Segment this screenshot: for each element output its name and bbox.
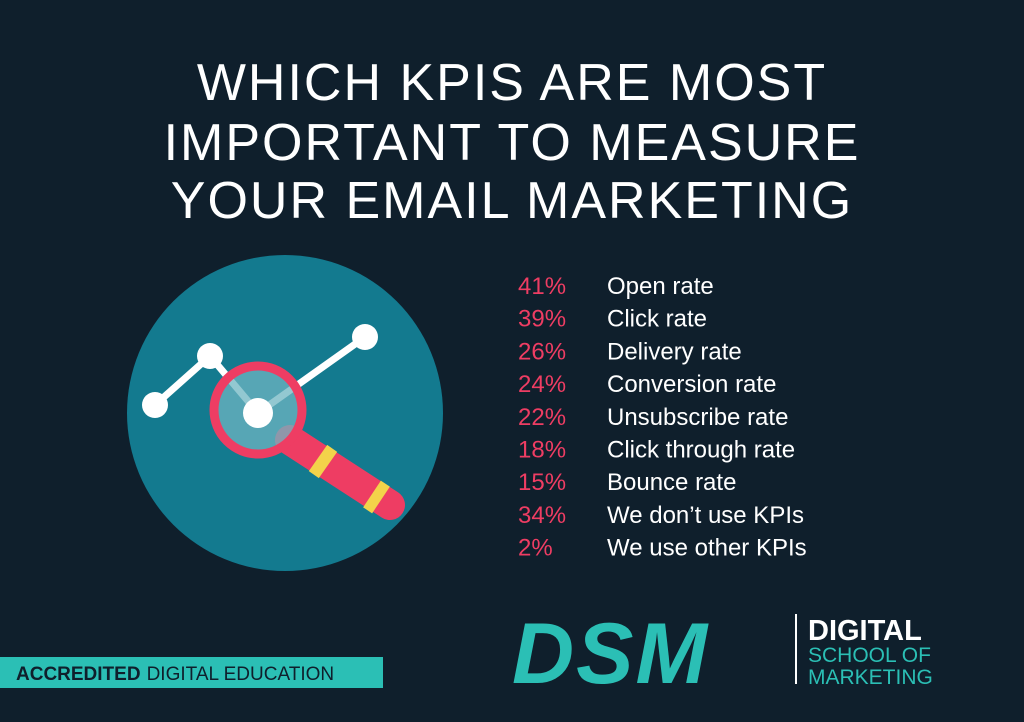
kpi-row: 15% Bounce rate — [518, 469, 736, 496]
title-line: IMPORTANT TO MEASURE — [164, 114, 861, 172]
logo: DSM DIGITAL SCHOOL OF MARKETING — [512, 606, 933, 702]
kpi-label: Click through rate — [607, 437, 795, 464]
badge-rest: DIGITAL EDUCATION — [147, 664, 335, 685]
kpi-percent: 24% — [518, 371, 566, 398]
badge-bg — [0, 657, 383, 688]
kpi-percent: 15% — [518, 469, 566, 496]
point — [197, 343, 223, 369]
point — [243, 398, 273, 428]
title: WHICH KPIS ARE MOST IMPORTANT TO MEASURE… — [164, 54, 861, 230]
kpi-label: We don’t use KPIs — [607, 502, 804, 529]
kpi-percent: 34% — [518, 502, 566, 529]
kpi-row: 22% Unsubscribe rate — [518, 404, 788, 431]
point — [352, 324, 378, 350]
kpi-percent: 22% — [518, 404, 566, 431]
title-line: YOUR EMAIL MARKETING — [171, 172, 853, 230]
kpi-row: 34% We don’t use KPIs — [518, 502, 804, 529]
illustration — [127, 255, 443, 571]
logo-name: SCHOOL OF — [808, 644, 931, 667]
kpi-percent: 2% — [518, 535, 553, 562]
kpi-row: 2% We use other KPIs — [518, 535, 807, 562]
kpi-row: 41% Open rate — [518, 273, 714, 300]
logo-name: MARKETING — [808, 666, 933, 689]
kpi-row: 26% Delivery rate — [518, 338, 742, 365]
kpi-row: 39% Click rate — [518, 306, 707, 333]
kpi-percent: 18% — [518, 437, 566, 464]
kpi-label: We use other KPIs — [607, 535, 807, 562]
kpi-label: Open rate — [607, 273, 714, 300]
kpi-percent: 39% — [518, 306, 566, 333]
title-line: WHICH KPIS ARE MOST — [197, 54, 827, 112]
kpi-label: Conversion rate — [607, 371, 776, 398]
kpi-percent: 26% — [518, 338, 566, 365]
kpi-percent: 41% — [518, 273, 566, 300]
kpi-label: Unsubscribe rate — [607, 404, 788, 431]
kpi-label: Click rate — [607, 306, 707, 333]
logo-mark: DSM — [512, 606, 709, 702]
kpi-row: 24% Conversion rate — [518, 371, 776, 398]
kpi-label: Bounce rate — [607, 469, 736, 496]
kpi-list: 41% Open rate 39% Click rate 26% Delivery rat… — [518, 273, 807, 562]
kpi-row: 18% Click through rate — [518, 437, 795, 464]
kpi-label: Delivery rate — [607, 338, 742, 365]
badge-strong: ACCREDITED — [16, 664, 141, 685]
logo-name: DIGITAL — [808, 615, 922, 647]
badge-text: ACCREDITED DIGITAL EDUCATION — [16, 664, 334, 685]
handle-band — [363, 480, 390, 514]
handle-band — [308, 444, 338, 479]
point — [142, 392, 168, 418]
badge: ACCREDITED DIGITAL EDUCATION — [0, 657, 383, 688]
